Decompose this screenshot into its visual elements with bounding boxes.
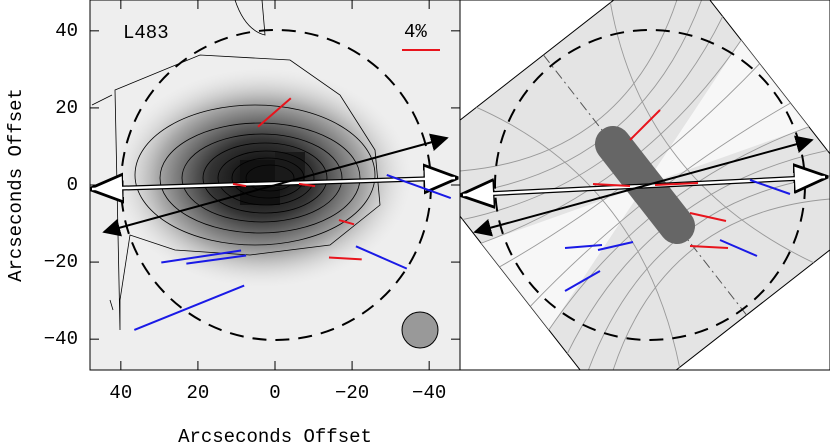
polarization-vector (328, 256, 362, 261)
right-panel (460, 0, 830, 370)
x-tick-label: 0 (269, 382, 280, 404)
polarization-vector (386, 174, 452, 200)
x-tick-label: 40 (109, 382, 132, 404)
x-tick-label: −20 (335, 382, 369, 404)
polarization-vector (161, 249, 242, 264)
polarization-vector (338, 219, 355, 226)
polarization-vector (298, 182, 316, 188)
polarization-vector (257, 97, 292, 128)
y-axis-label: Arcseconds Offset (5, 88, 27, 282)
vectors (133, 97, 452, 331)
x-axis-label: Arcseconds Offset (178, 426, 372, 446)
y-tick-label: −20 (44, 251, 78, 273)
y-tick-label: −40 (44, 328, 78, 350)
left-image (90, 0, 460, 370)
polarization-vector (186, 254, 247, 265)
polarization-vector (355, 245, 408, 270)
polarization-vector (133, 284, 245, 331)
source-label: L483 (123, 22, 169, 44)
scale-label: 4% (404, 21, 427, 43)
x-tick-label: 20 (187, 382, 210, 404)
x-tick-label: −40 (412, 382, 446, 404)
y-tick-label: 0 (67, 174, 78, 196)
polarization-vector (232, 182, 247, 188)
y-tick-label: 40 (55, 20, 78, 42)
y-tick-label: 20 (55, 97, 78, 119)
